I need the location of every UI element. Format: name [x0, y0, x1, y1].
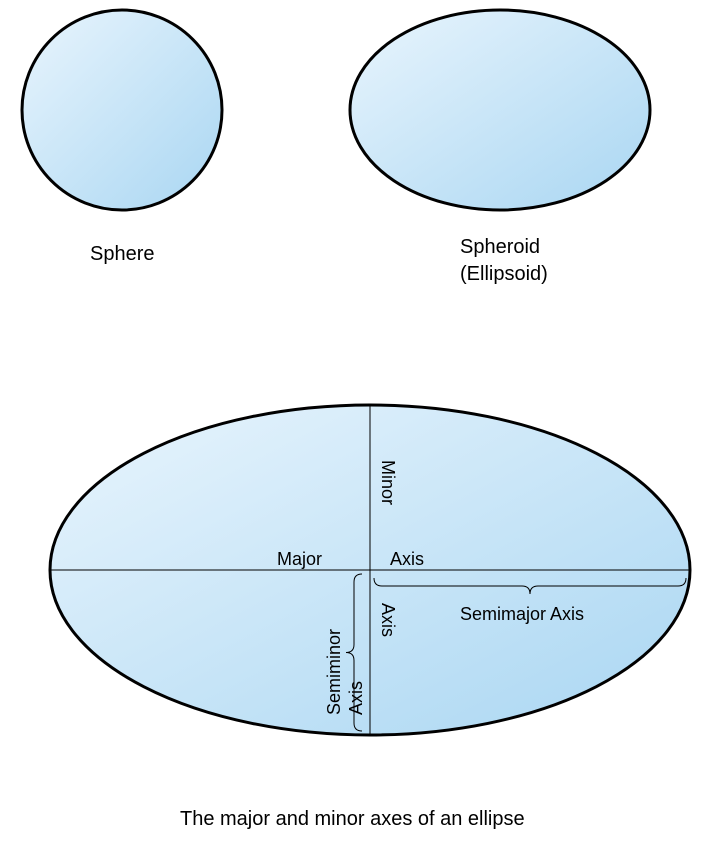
spheroid-sublabel: (Ellipsoid) — [460, 263, 548, 285]
minor-axis-label: Minor — [378, 460, 398, 505]
semiminor-axis-word: Axis — [346, 681, 366, 715]
major-axis-label: Major — [277, 549, 322, 569]
spheroid-label: Spheroid — [460, 236, 540, 258]
sphere-label: Sphere — [90, 243, 155, 265]
semimajor-axis-label: Semimajor Axis — [460, 604, 584, 624]
sphere-shape — [22, 10, 222, 210]
spheroid-shape — [350, 10, 650, 210]
diagram-caption: The major and minor axes of an ellipse — [180, 808, 525, 830]
ellipse-diagram: Sphere Spheroid (Ellipsoid) Major Axis M… — [0, 0, 704, 862]
minor-axis-word: Axis — [378, 603, 398, 637]
semiminor-axis-label: Semiminor — [324, 629, 344, 715]
major-axis-word: Axis — [390, 549, 424, 569]
